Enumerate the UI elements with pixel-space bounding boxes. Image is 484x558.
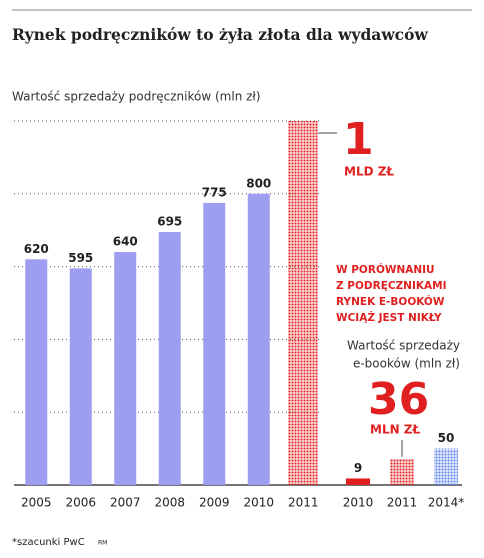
note: W PORÓWNANIU: [336, 263, 435, 276]
highlight-value: 1: [343, 114, 374, 165]
bar: [346, 478, 370, 485]
bar: [69, 268, 92, 485]
note: Z PODRĘCZNIKAMI: [336, 280, 447, 292]
bar: [288, 121, 319, 485]
note: WCIĄŻ JEST NIKŁY: [336, 310, 442, 324]
ebook-subtitle: e-booków (mln zł): [353, 357, 460, 371]
bar: [247, 193, 270, 486]
value-label: 50: [438, 431, 455, 445]
bar: [390, 458, 414, 485]
source: *szacunki PwC: [12, 537, 85, 548]
x-tick-label: 2014*: [428, 496, 465, 510]
value-label: 620: [24, 242, 49, 256]
value-label: 695: [157, 215, 182, 229]
x-tick-label: 2005: [21, 496, 52, 510]
value-label: 9: [354, 461, 362, 475]
x-tick-label: 2007: [110, 496, 141, 510]
x-tick-label: 2011: [288, 496, 319, 510]
highlight-value: 36: [368, 374, 429, 425]
x-tick-label: 2006: [65, 496, 96, 510]
author: RM: [98, 540, 107, 547]
x-tick-label: 2010: [243, 496, 274, 510]
value-label: 775: [202, 185, 227, 199]
subtitle: Wartość sprzedaży podręczników (mln zł): [12, 90, 261, 104]
highlight-unit: MLN ZŁ: [370, 423, 421, 437]
x-tick-label: 2011: [387, 496, 418, 510]
value-label: 640: [113, 235, 138, 249]
x-tick-label: 2009: [199, 496, 230, 510]
title: Rynek podręczników to żyła złota dla wyd…: [12, 25, 428, 44]
highlight-unit: MLD ZŁ: [344, 165, 394, 179]
bar: [158, 232, 181, 485]
bar: [114, 252, 137, 485]
ebook-subtitle: Wartość sprzedaży: [347, 339, 460, 353]
bar: [25, 259, 48, 485]
bar: [434, 448, 458, 485]
x-tick-label: 2008: [154, 496, 185, 510]
value-label: 800: [246, 176, 271, 190]
note: RYNEK E-BOOKÓW: [336, 295, 445, 308]
x-tick-label: 2010: [343, 496, 374, 510]
value-label: 595: [68, 251, 93, 265]
bar: [203, 202, 226, 485]
